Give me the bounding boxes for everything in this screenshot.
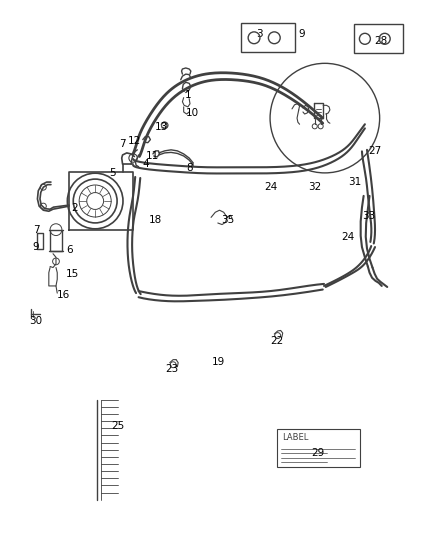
Text: 3: 3 bbox=[256, 29, 262, 39]
Text: 29: 29 bbox=[311, 448, 324, 458]
Text: 25: 25 bbox=[111, 421, 124, 431]
Text: LABEL: LABEL bbox=[281, 433, 307, 442]
Text: 10: 10 bbox=[185, 108, 198, 118]
Bar bbox=[276, 429, 360, 467]
Text: 11: 11 bbox=[145, 151, 158, 161]
Text: 28: 28 bbox=[373, 36, 386, 46]
Text: 22: 22 bbox=[270, 336, 283, 346]
Text: 18: 18 bbox=[148, 215, 162, 225]
Text: 16: 16 bbox=[57, 289, 70, 300]
Text: 5: 5 bbox=[109, 168, 115, 179]
Text: 33: 33 bbox=[362, 212, 375, 221]
Text: 24: 24 bbox=[263, 182, 276, 192]
Text: 32: 32 bbox=[307, 182, 320, 192]
Bar bbox=[240, 23, 294, 52]
Text: 7: 7 bbox=[119, 139, 126, 149]
Text: 12: 12 bbox=[127, 136, 141, 146]
Text: 8: 8 bbox=[186, 163, 193, 173]
Bar bbox=[353, 25, 402, 53]
Text: 19: 19 bbox=[211, 357, 224, 367]
Text: 6: 6 bbox=[67, 245, 73, 255]
Text: 27: 27 bbox=[367, 147, 380, 156]
Text: 1: 1 bbox=[184, 90, 191, 100]
Text: 9: 9 bbox=[298, 29, 304, 39]
Text: 24: 24 bbox=[341, 232, 354, 242]
Text: 30: 30 bbox=[29, 316, 42, 326]
Text: 4: 4 bbox=[142, 159, 149, 169]
Text: 31: 31 bbox=[347, 177, 360, 187]
Text: 2: 2 bbox=[71, 203, 77, 213]
Text: 9: 9 bbox=[32, 242, 39, 252]
Text: 7: 7 bbox=[33, 224, 39, 235]
Text: 23: 23 bbox=[165, 364, 179, 374]
Text: 35: 35 bbox=[221, 215, 234, 225]
Text: 13: 13 bbox=[154, 122, 168, 132]
Text: 15: 15 bbox=[66, 269, 79, 279]
